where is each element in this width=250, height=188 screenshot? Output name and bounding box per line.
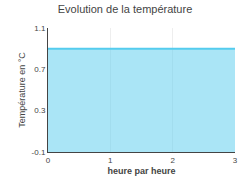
svg-text:0.7: 0.7: [34, 65, 46, 74]
svg-text:0: 0: [46, 156, 51, 165]
svg-text:1.1: 1.1: [34, 24, 46, 33]
svg-text:0.3: 0.3: [34, 106, 46, 115]
svg-text:3: 3: [233, 156, 238, 165]
svg-text:2: 2: [170, 156, 175, 165]
svg-text:1: 1: [108, 156, 113, 165]
svg-text:Température en °C: Température en °C: [17, 52, 27, 128]
svg-text:Evolution de la température: Evolution de la température: [58, 3, 193, 15]
svg-text:-0.1: -0.1: [32, 148, 46, 157]
svg-text:heure par heure: heure par heure: [107, 166, 175, 176]
